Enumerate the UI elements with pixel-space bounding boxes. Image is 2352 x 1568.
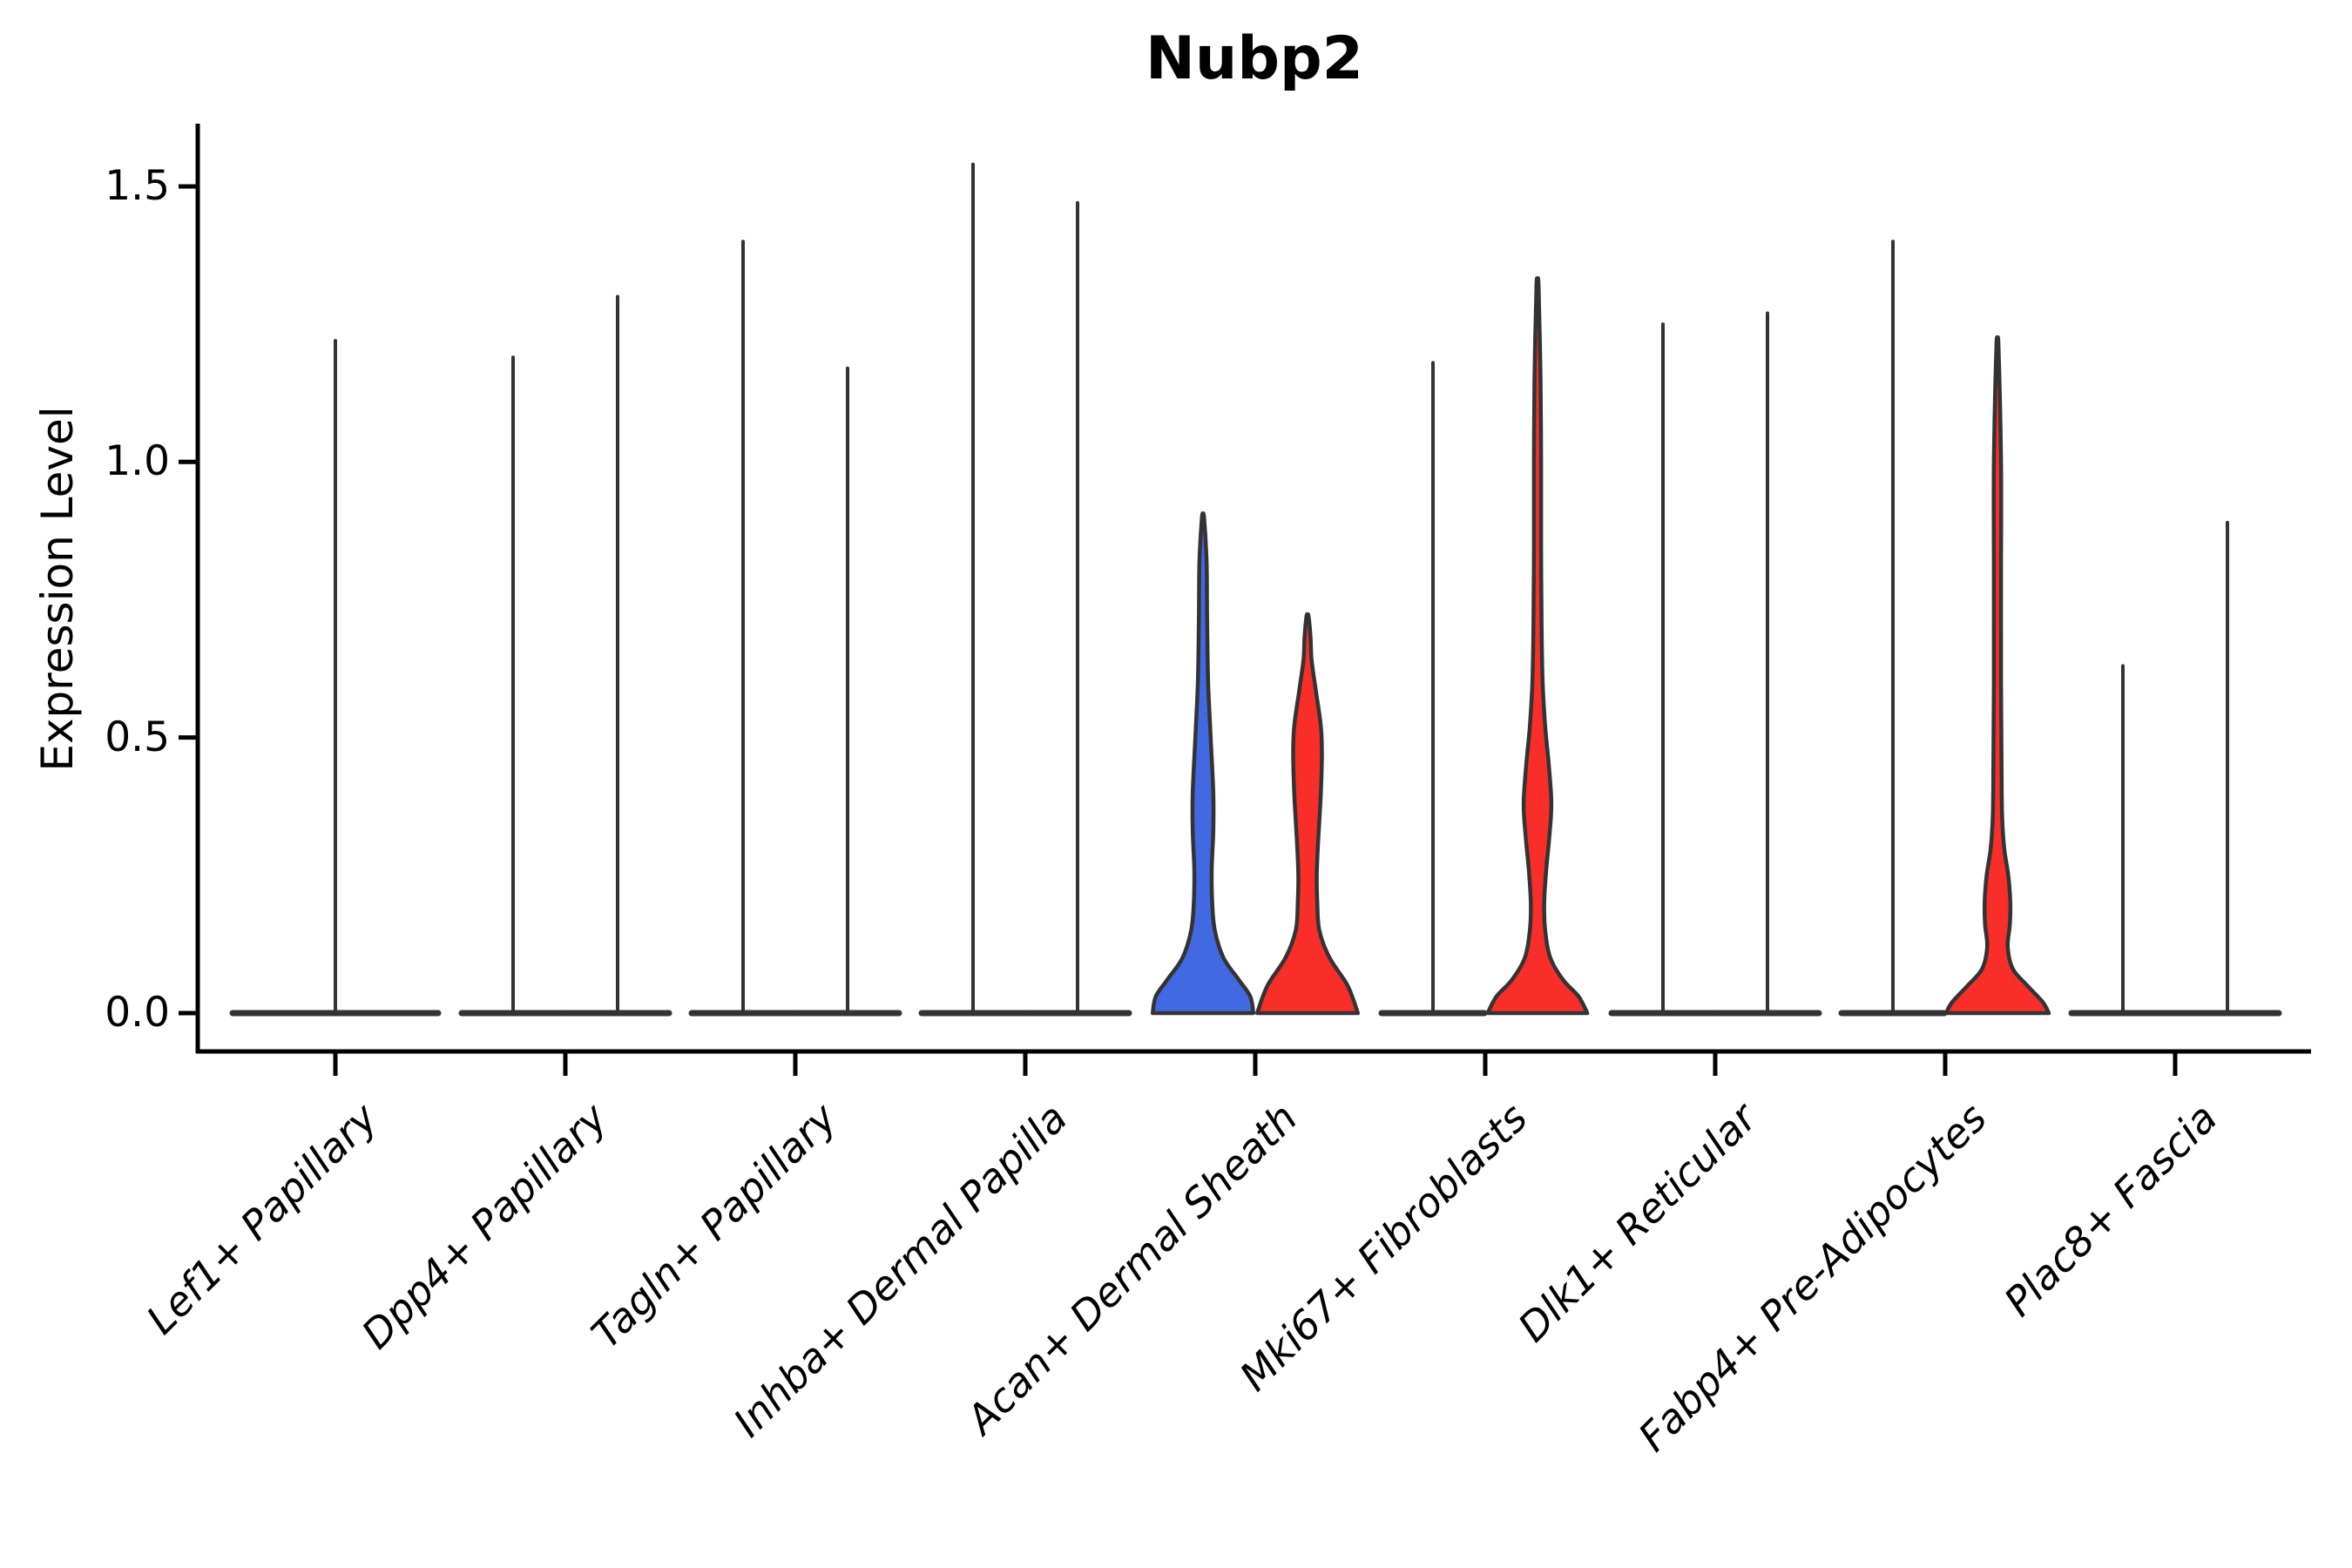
y-tick-label: 1.0 [105,437,170,486]
y-tick-label: 0.0 [105,989,170,1037]
violin-acan-dermal-sheath-right [1254,612,1361,1016]
plot-title: Nubp2 [1146,24,1363,93]
violin-mki67-fibroblasts-right [1485,276,1590,1016]
violin-fabp4-pre-adipocytes-right [1943,335,2051,1016]
y-axis-label: Expression Level [32,406,83,772]
y-tick-label: 0.5 [105,713,170,761]
violin-acan-dermal-sheath-left [1150,511,1256,1016]
y-tick-label: 1.5 [105,161,170,210]
